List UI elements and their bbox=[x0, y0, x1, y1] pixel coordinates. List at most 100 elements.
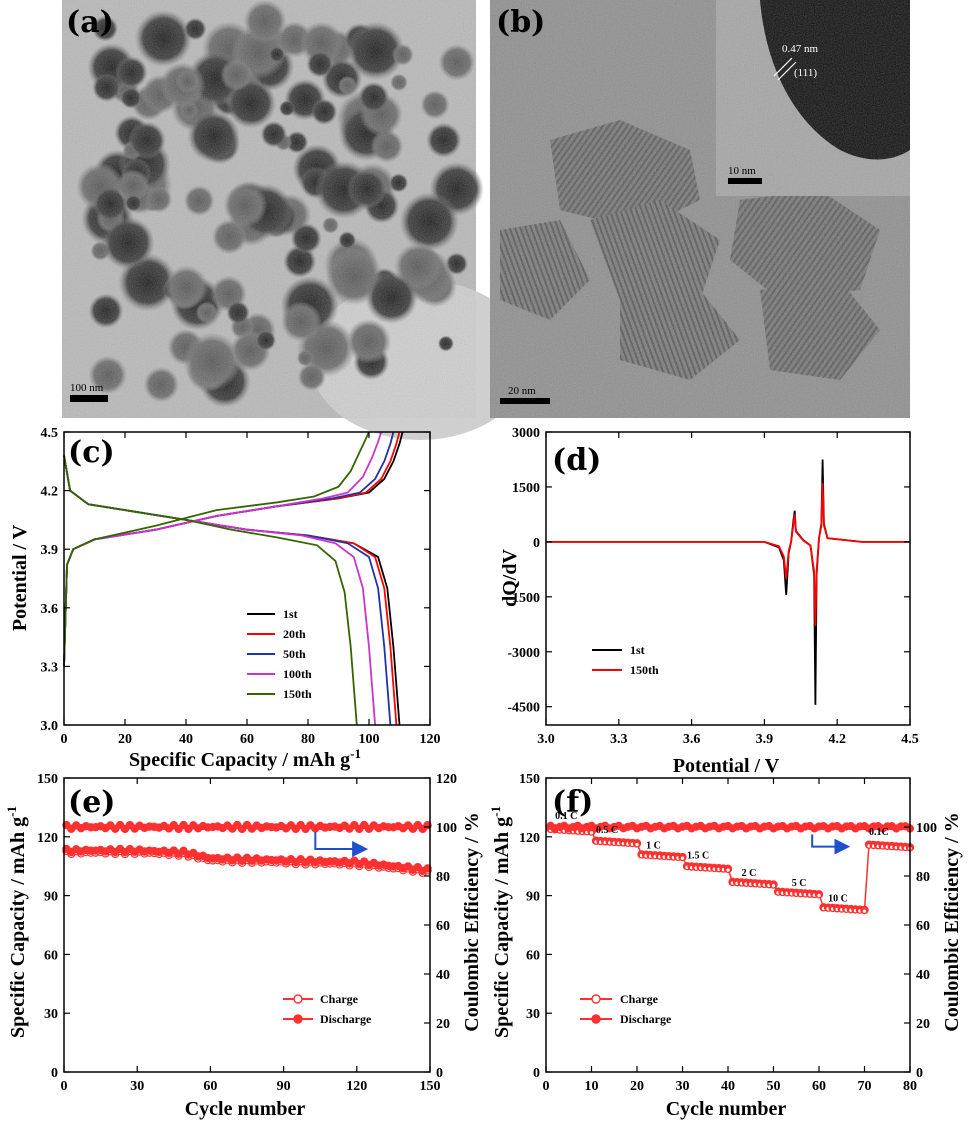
y2-tick-label: 40 bbox=[916, 968, 930, 983]
rate-label: 1.5 C bbox=[687, 850, 709, 861]
y-tick-label: 150 bbox=[519, 772, 540, 787]
rate-label: 5 C bbox=[792, 878, 807, 889]
legend-label: 20th bbox=[283, 627, 306, 641]
point-charge bbox=[588, 830, 595, 836]
y-tick-label: -1500 bbox=[507, 591, 540, 606]
y-tick-label: 4.5 bbox=[41, 426, 59, 441]
rate-label: 10 C bbox=[828, 893, 848, 904]
y-tick-label: -3000 bbox=[507, 646, 540, 661]
panel-d-chart: (d) 3.0 3.3 3.6 3.9 4.2 4.5 -4500 -3000 -1500 0 15… bbox=[499, 426, 919, 777]
y-tick-label: 0 bbox=[533, 1066, 540, 1081]
panel-b-scale-text: 20 nm bbox=[508, 385, 536, 397]
legend-label: Discharge bbox=[620, 1012, 672, 1026]
panel-a-scale-text: 100 nm bbox=[70, 382, 104, 394]
x-tick-label: 80 bbox=[903, 1079, 917, 1094]
x-tick-label: 0 bbox=[61, 732, 68, 747]
y-tick-label: 3.3 bbox=[41, 660, 59, 675]
x-tick-label: 0 bbox=[543, 1079, 550, 1094]
y-tick-label: 30 bbox=[44, 1007, 58, 1022]
y-tick-label: 120 bbox=[519, 831, 540, 846]
y-tick-label: 1500 bbox=[512, 481, 540, 496]
y-tick-label: 30 bbox=[526, 1007, 540, 1022]
rate-label: 0.1C bbox=[869, 827, 889, 838]
y-tick-label: 3000 bbox=[512, 426, 540, 441]
y-tick-label: 0 bbox=[533, 536, 540, 551]
rate-label: 0.5 C bbox=[596, 825, 618, 836]
panel-f-chart: (f) 0.1 C 0.5 C 1 C 1.5 C 2 C 5 C 10 C 0.1C 0 10… bbox=[488, 772, 963, 1120]
point-charge bbox=[861, 908, 868, 914]
panel-d-xlabel: Potential / V bbox=[673, 755, 780, 777]
panel-f-ylabel: Specific Capacity / mAh g-1 bbox=[488, 806, 513, 1038]
x-tick-label: 80 bbox=[301, 732, 315, 747]
panel-b-inset-scale-text: 10 nm bbox=[728, 165, 756, 177]
y2-tick-label: 20 bbox=[436, 1017, 450, 1032]
x-tick-label: 120 bbox=[420, 732, 441, 747]
panel-b-label: (b) bbox=[496, 5, 545, 40]
x-tick-label: 100 bbox=[359, 732, 380, 747]
legend-swatch-marker bbox=[293, 1014, 303, 1024]
x-tick-label: 4.5 bbox=[901, 732, 919, 747]
y2-tick-label: 20 bbox=[916, 1017, 930, 1032]
y-tick-label: 3.9 bbox=[41, 543, 59, 558]
x-tick-label: 3.6 bbox=[683, 732, 701, 747]
panel-e-y2label: Coulombic Efficiency / % bbox=[461, 812, 483, 1031]
panel-d-label: (d) bbox=[552, 443, 601, 478]
rate-label: 0.1 C bbox=[555, 811, 577, 822]
x-tick-label: 120 bbox=[346, 1079, 367, 1094]
rate-label: 2 C bbox=[742, 868, 757, 879]
panel-b-spacing-text: 0.47 nm bbox=[782, 43, 819, 55]
y-tick-label: 60 bbox=[526, 948, 540, 963]
y-tick-label: 3.6 bbox=[41, 602, 59, 617]
y-tick-label: -4500 bbox=[507, 701, 540, 716]
panel-b-inset-scale-bar bbox=[728, 178, 762, 184]
y-tick-label: 3.0 bbox=[41, 719, 59, 734]
point-charge bbox=[679, 855, 686, 861]
legend-label: 50th bbox=[283, 647, 306, 661]
panel-c-label: (c) bbox=[68, 435, 115, 470]
panel-f-label: (f) bbox=[552, 785, 593, 820]
y-tick-label: 150 bbox=[37, 772, 58, 787]
panel-e-ylabel: Specific Capacity / mAh g-1 bbox=[4, 806, 29, 1038]
legend-label: Discharge bbox=[320, 1012, 372, 1026]
axis-arrow bbox=[811, 834, 851, 855]
panel-d-legend: 1st 150th bbox=[592, 643, 659, 677]
panel-b-hrtem-image: (b) 0.47 nm (111) 10 nm 20 nm bbox=[490, 0, 910, 418]
series-150th-line bbox=[546, 483, 910, 627]
x-tick-label: 60 bbox=[203, 1079, 217, 1094]
x-tick-label: 0 bbox=[61, 1079, 68, 1094]
y2-tick-label: 100 bbox=[436, 821, 457, 836]
panel-c-ylabel: Potential / V bbox=[9, 524, 31, 631]
legend-label: Charge bbox=[320, 992, 359, 1006]
panel-b-plane-text: (111) bbox=[794, 67, 817, 79]
legend-swatch-marker bbox=[591, 1014, 601, 1024]
panel-a-scale-bar bbox=[70, 395, 108, 402]
panel-a-tem-image: (a) 100 nm bbox=[62, 0, 530, 440]
rate-label: 1 C bbox=[646, 841, 661, 852]
y-tick-label: 90 bbox=[526, 890, 540, 905]
x-tick-label: 60 bbox=[812, 1079, 826, 1094]
panel-d-ylabel: dQ/dV bbox=[499, 549, 521, 607]
panel-f-y2label: Coulombic Efficiency / % bbox=[941, 812, 963, 1031]
panel-b-scale-bar bbox=[500, 398, 550, 404]
y2-tick-label: 80 bbox=[436, 870, 450, 885]
x-tick-label: 40 bbox=[179, 732, 193, 747]
x-tick-label: 20 bbox=[118, 732, 132, 747]
legend-label: 1st bbox=[630, 643, 645, 657]
panel-e-label: (e) bbox=[68, 785, 115, 820]
x-tick-label: 3.3 bbox=[610, 732, 628, 747]
y-tick-label: 0 bbox=[51, 1066, 58, 1081]
y-tick-label: 90 bbox=[44, 890, 58, 905]
y-tick-label: 60 bbox=[44, 948, 58, 963]
panel-f-xlabel: Cycle number bbox=[666, 1098, 787, 1120]
x-tick-label: 60 bbox=[240, 732, 254, 747]
legend-label: Charge bbox=[620, 992, 659, 1006]
point-charge bbox=[770, 883, 777, 889]
plot-frame bbox=[545, 431, 911, 726]
panel-c-legend: 1st 20th 50th 100th 150th bbox=[247, 607, 312, 701]
x-tick-label: 30 bbox=[130, 1079, 144, 1094]
y2-tick-label: 40 bbox=[436, 968, 450, 983]
legend-swatch-marker bbox=[293, 994, 303, 1004]
panel-e-legend: Charge Discharge bbox=[283, 992, 372, 1026]
y2-tick-label: 60 bbox=[916, 919, 930, 934]
legend-swatch-marker bbox=[591, 994, 601, 1004]
